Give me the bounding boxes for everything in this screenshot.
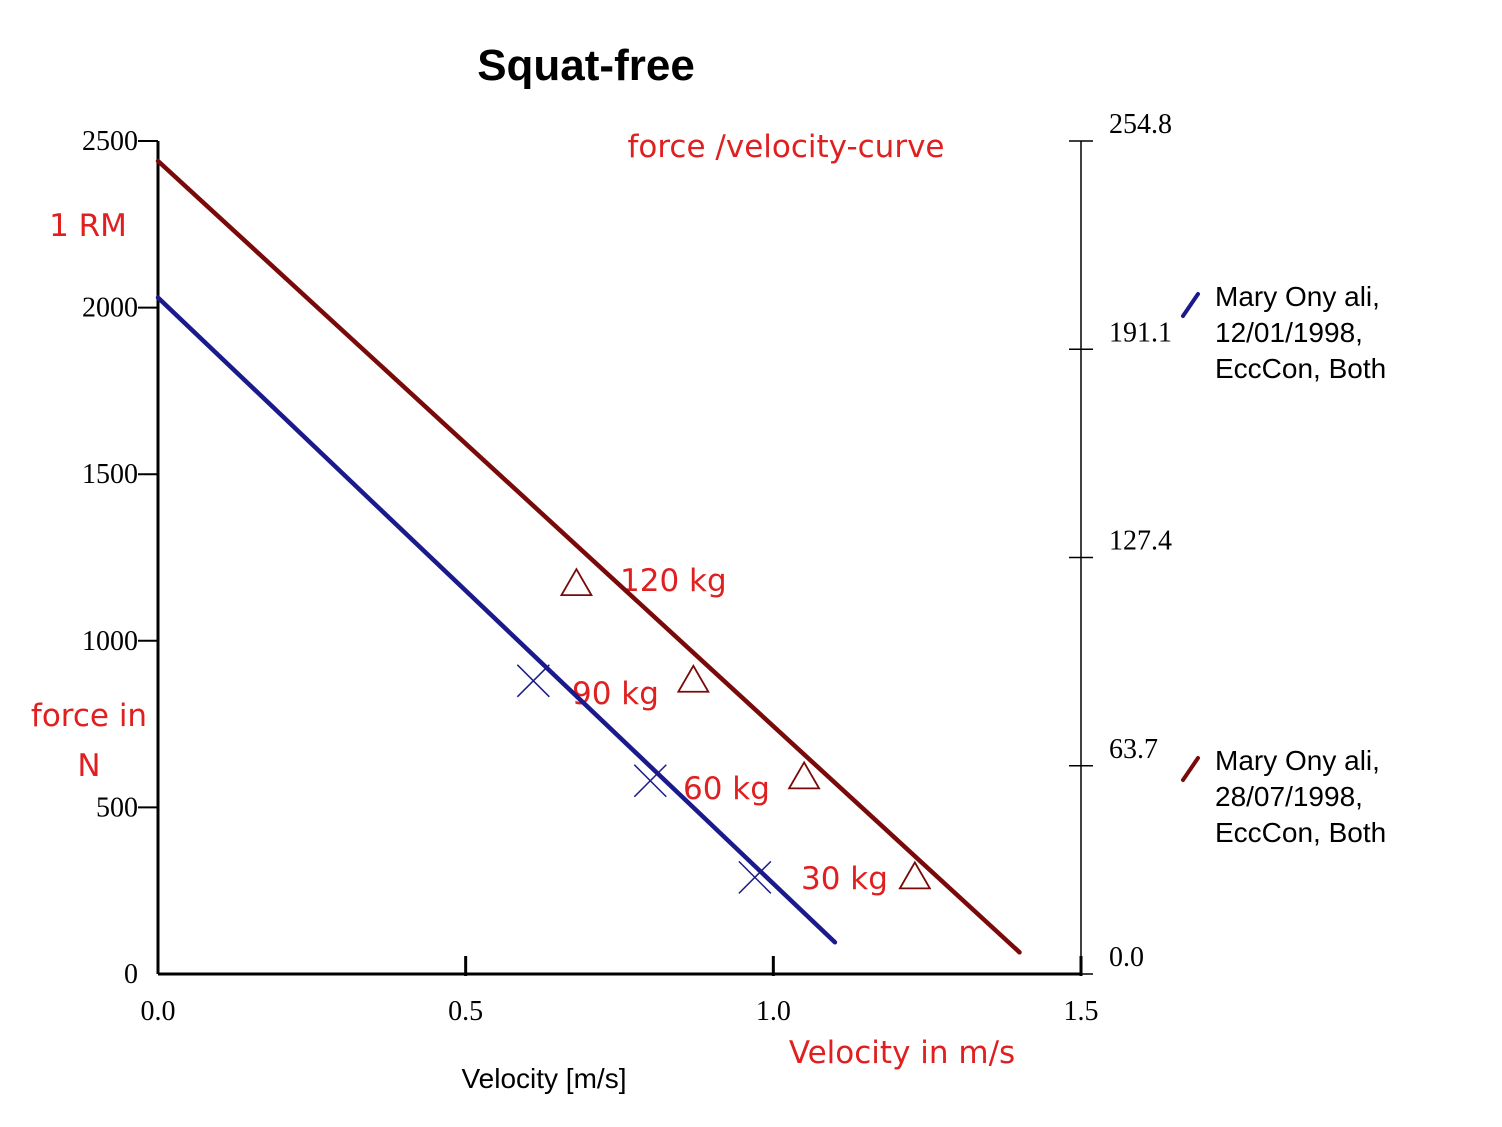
- y-tick-label: 1000: [82, 626, 138, 657]
- series-line: [155, 295, 838, 945]
- legend-entry: Mary Ony ali, 12/01/1998, EccCon, Both: [1181, 281, 1386, 384]
- axes: 0 500 1000 1500 2000 2500 0.0 0.5 1.0 1.5 0.0 63.7 1…: [82, 109, 1172, 1027]
- x-marker-stroke: [738, 860, 772, 894]
- x-marker: [633, 764, 667, 798]
- one-rm-annotation: 1 RM: [49, 208, 127, 244]
- legend-entry: Mary Ony ali, 28/07/1998, EccCon, Both: [1181, 745, 1386, 848]
- x-tick-label: 0.0: [141, 996, 176, 1027]
- velocity-annotation: Velocity in m/s: [789, 1035, 1015, 1071]
- x-axis-label: Velocity [m/s]: [462, 1063, 627, 1094]
- y2-tick-label: 254.8: [1109, 109, 1172, 140]
- triangle-marker: [787, 760, 821, 790]
- load-label-30: 30 kg: [801, 861, 888, 897]
- series-layer: [155, 158, 1022, 955]
- triangle-marker: [898, 860, 932, 890]
- x-marker: [516, 664, 550, 698]
- legend-swatch: [1181, 292, 1200, 318]
- y2-tick-label: 191.1: [1109, 317, 1172, 348]
- x-tick-label: 0.5: [448, 996, 483, 1027]
- legend-label: EccCon, Both: [1215, 353, 1386, 384]
- legend-label: 28/07/1998,: [1215, 781, 1363, 812]
- x-tick-label: 1.0: [756, 996, 791, 1027]
- y2-tick-label: 127.4: [1109, 526, 1172, 557]
- y2-tick-label: 63.7: [1109, 734, 1158, 765]
- x-marker-stroke: [633, 764, 667, 798]
- y-tick-label: 1500: [82, 459, 138, 490]
- legend-label: EccCon, Both: [1215, 817, 1386, 848]
- force-annotation-line1: force in: [31, 698, 147, 734]
- y-tick-label: 0: [124, 959, 138, 990]
- y2-tick-label: 0.0: [1109, 942, 1144, 973]
- load-label-120: 120 kg: [620, 563, 727, 599]
- y-tick-label: 2000: [82, 293, 138, 324]
- x-marker-stroke: [516, 664, 550, 698]
- legend-label: 12/01/1998,: [1215, 317, 1363, 348]
- subtitle-annotation: force /velocity-curve: [627, 129, 944, 165]
- legend: Mary Ony ali,12/01/1998,EccCon, BothMary…: [1181, 281, 1386, 848]
- load-label-60: 60 kg: [683, 771, 770, 807]
- force-annotation-line2: N: [77, 748, 100, 784]
- triangle-marker: [559, 567, 593, 597]
- series-line: [155, 158, 1022, 955]
- legend-swatch: [1181, 756, 1200, 782]
- x-tick-label: 1.5: [1064, 996, 1099, 1027]
- y-tick-label: 500: [96, 792, 138, 823]
- triangle-marker: [676, 663, 710, 693]
- x-marker: [738, 860, 772, 894]
- legend-label: Mary Ony ali,: [1215, 745, 1380, 776]
- legend-label: Mary Ony ali,: [1215, 281, 1380, 312]
- chart-title: Squat-free: [477, 41, 695, 90]
- y-tick-label: 2500: [82, 126, 138, 157]
